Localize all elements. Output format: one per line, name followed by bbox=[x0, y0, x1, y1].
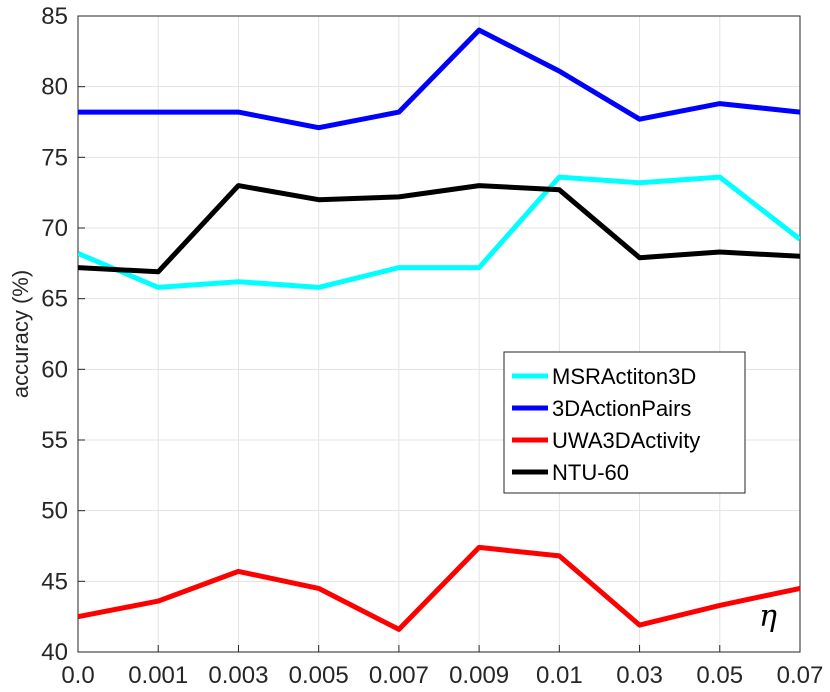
y-tick-label: 80 bbox=[41, 74, 68, 101]
x-tick-label: 0.009 bbox=[449, 662, 509, 689]
series-line-ntu-60 bbox=[78, 183, 800, 275]
y-tick-label: 65 bbox=[41, 286, 68, 313]
x-tick-label: 0.001 bbox=[128, 662, 188, 689]
y-tick-label: 85 bbox=[41, 3, 68, 30]
legend: MSRActiton3D 3DActionPairs UWA3DActivity NT… bbox=[503, 351, 746, 494]
y-axis-label: accuracy (%) bbox=[8, 270, 33, 398]
y-tick-label: 70 bbox=[41, 215, 68, 242]
x-tick-label: 0.07 bbox=[777, 662, 824, 689]
x-tick-label: 0.03 bbox=[616, 662, 663, 689]
legend-label: 3DActionPairs bbox=[552, 396, 691, 421]
y-tick-label: 55 bbox=[41, 427, 68, 454]
x-tick-label: 0.005 bbox=[289, 662, 349, 689]
x-tick-label: 0.05 bbox=[696, 662, 743, 689]
x-tick-label: 0.01 bbox=[536, 662, 583, 689]
plot-frame bbox=[77, 15, 801, 653]
series-line-3dactionpairs bbox=[78, 27, 800, 131]
y-tick-label: 50 bbox=[41, 498, 68, 525]
y-tick-label: 60 bbox=[41, 356, 68, 383]
y-tick-label: 40 bbox=[41, 639, 68, 666]
x-tick-label: 0.0 bbox=[61, 662, 94, 689]
x-axis-label: η bbox=[759, 599, 777, 634]
y-axis: 40 45 50 55 60 65 70 75 80 85 bbox=[41, 3, 85, 666]
x-tick-label: 0.003 bbox=[208, 662, 268, 689]
series-lines bbox=[78, 27, 800, 632]
y-tick-label: 75 bbox=[41, 144, 68, 171]
legend-label: UWA3DActivity bbox=[552, 428, 700, 453]
y-tick-label: 45 bbox=[41, 568, 68, 595]
legend-label: MSRActiton3D bbox=[552, 364, 696, 389]
series-line-msractiton3d bbox=[78, 174, 800, 290]
series-line-uwa3dactivity bbox=[78, 544, 800, 632]
x-axis: 0.0 0.001 0.003 0.005 0.007 0.009 0.01 0.03 0.05… bbox=[61, 645, 823, 689]
legend-label: NTU-60 bbox=[552, 460, 629, 485]
x-tick-label: 0.007 bbox=[369, 662, 429, 689]
